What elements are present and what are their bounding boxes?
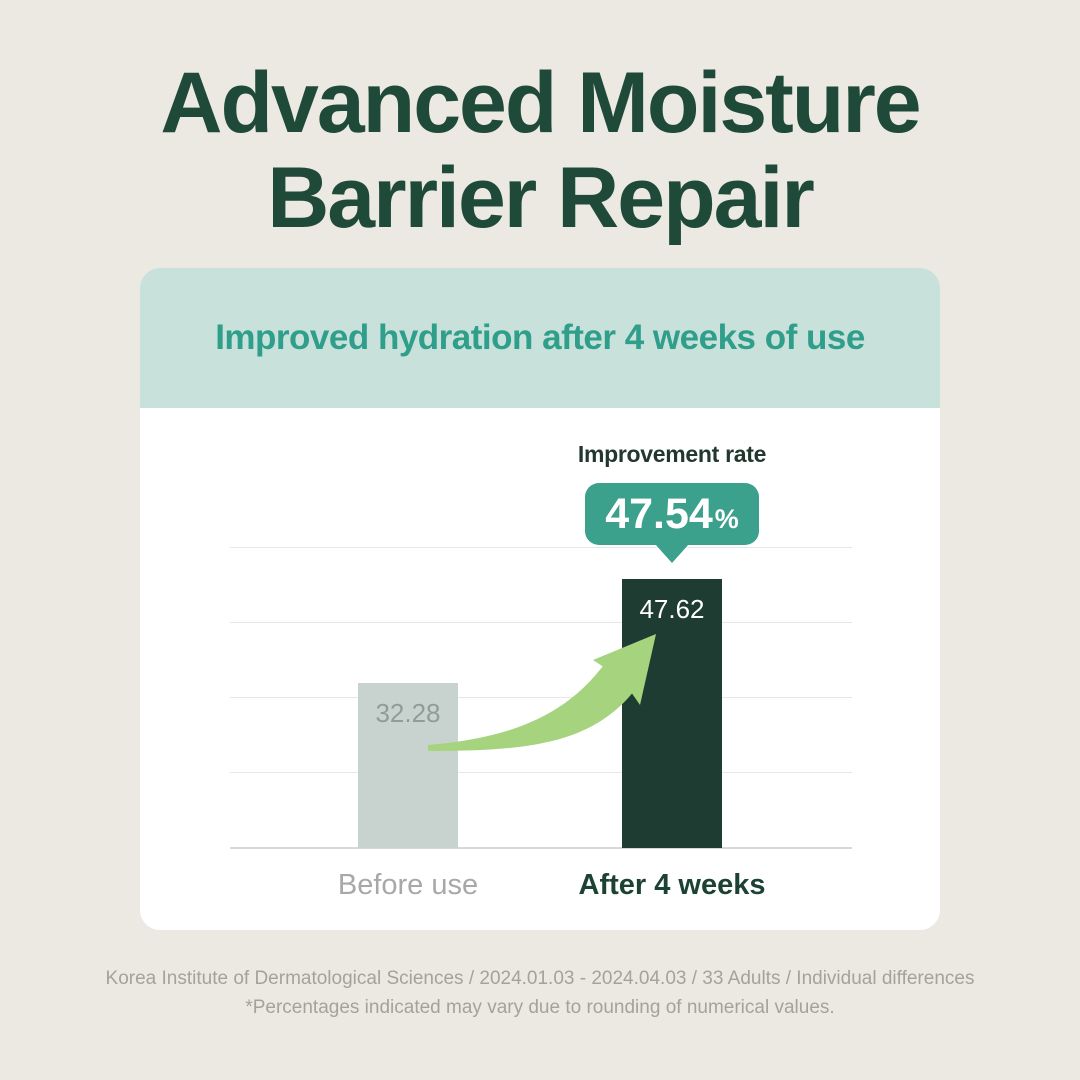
badge-tail xyxy=(655,544,689,563)
gridline xyxy=(230,547,852,548)
bar-value-label: 32.28 xyxy=(375,698,441,728)
footer-study-info: Korea Institute of Dermatological Scienc… xyxy=(105,968,975,989)
improvement-rate-label: Improvement rate xyxy=(577,441,767,467)
title-line-1: Advanced Moisture xyxy=(160,55,921,151)
gridline xyxy=(230,772,852,773)
bar-before-use: 32.28 xyxy=(358,683,458,848)
category-label-before: Before use xyxy=(337,869,479,901)
title-line-2: Barrier Repair xyxy=(267,150,815,246)
footer-disclaimer: *Percentages indicated may vary due to r… xyxy=(245,997,835,1018)
improvement-rate-badge: 47.54 % xyxy=(585,483,759,545)
page-title: Advanced Moisture Barrier Repair xyxy=(0,56,1080,246)
footer: Korea Institute of Dermatological Scienc… xyxy=(0,964,1080,1022)
badge-percent-sign: % xyxy=(714,504,739,534)
chart-card: Improved hydration after 4 weeks of use … xyxy=(140,268,940,930)
banner-title: Improved hydration after 4 weeks of use xyxy=(215,318,865,357)
category-label-after: After 4 weeks xyxy=(578,869,766,901)
chart-banner: Improved hydration after 4 weeks of use xyxy=(140,268,940,408)
bar-after-4-weeks: 47.62 xyxy=(622,579,722,848)
x-axis-line xyxy=(230,847,852,849)
gridline xyxy=(230,697,852,698)
bar-value-label: 47.62 xyxy=(639,594,705,624)
badge-value: 47.54 xyxy=(605,490,713,538)
gridline xyxy=(230,622,852,623)
